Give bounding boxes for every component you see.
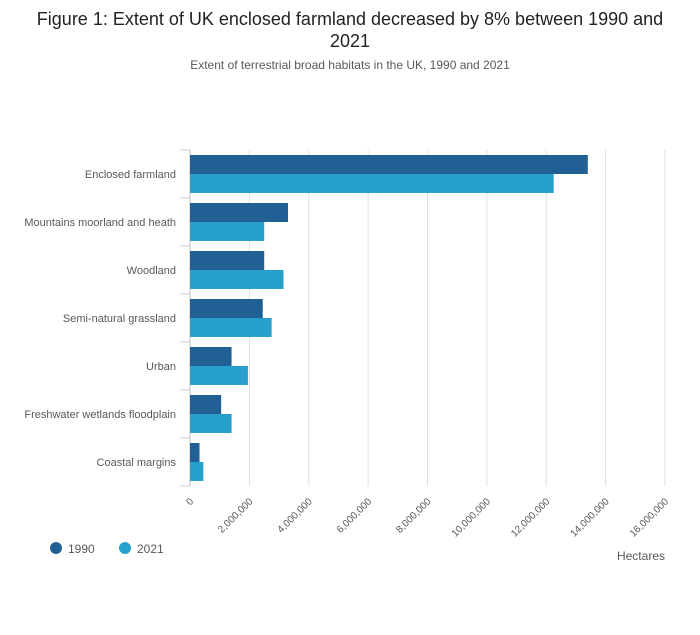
x-tick-label: 14,000,000 (569, 496, 612, 539)
x-tick-label: 2,000,000 (216, 496, 256, 536)
bar-2021 (190, 174, 554, 193)
x-axis-title: Hectares (617, 549, 665, 563)
x-tick-label: 16,000,000 (628, 496, 671, 539)
bar-1990 (190, 443, 200, 462)
bar-2021 (190, 318, 272, 337)
legend-marker-2021 (119, 542, 131, 554)
legend-marker-1990 (50, 542, 62, 554)
chart-title: Figure 1: Extent of UK enclosed farmland… (36, 9, 664, 51)
x-tick-label: 6,000,000 (335, 496, 375, 536)
x-tick-label: 12,000,000 (509, 496, 552, 539)
category-label: Mountains moorland and heath (24, 217, 176, 229)
bar-2021 (190, 414, 232, 433)
bar-1990 (190, 251, 265, 270)
category-label: Semi-natural grassland (63, 313, 176, 325)
bar-2021 (190, 462, 204, 481)
bar-1990 (190, 347, 232, 366)
legend-label-1990: 1990 (68, 542, 95, 556)
x-tick-label: 4,000,000 (276, 496, 316, 536)
bar-1990 (190, 155, 588, 174)
bar-2021 (190, 222, 265, 241)
bar-1990 (190, 299, 263, 318)
category-label: Urban (146, 361, 176, 373)
legend-label-2021: 2021 (137, 542, 164, 556)
x-tick-label: 10,000,000 (450, 496, 493, 539)
bar-2021 (190, 270, 284, 289)
bar-1990 (190, 395, 222, 414)
category-label: Enclosed farmland (85, 169, 176, 181)
bar-2021 (190, 366, 248, 385)
category-label: Woodland (127, 265, 176, 277)
x-tick-label: 0 (184, 496, 196, 508)
chart-subtitle: Extent of terrestrial broad habitats in … (190, 58, 510, 72)
x-tick-label: 8,000,000 (394, 496, 434, 536)
category-label: Freshwater wetlands floodplain (24, 409, 176, 421)
category-label: Coastal margins (97, 457, 177, 469)
bar-1990 (190, 203, 288, 222)
